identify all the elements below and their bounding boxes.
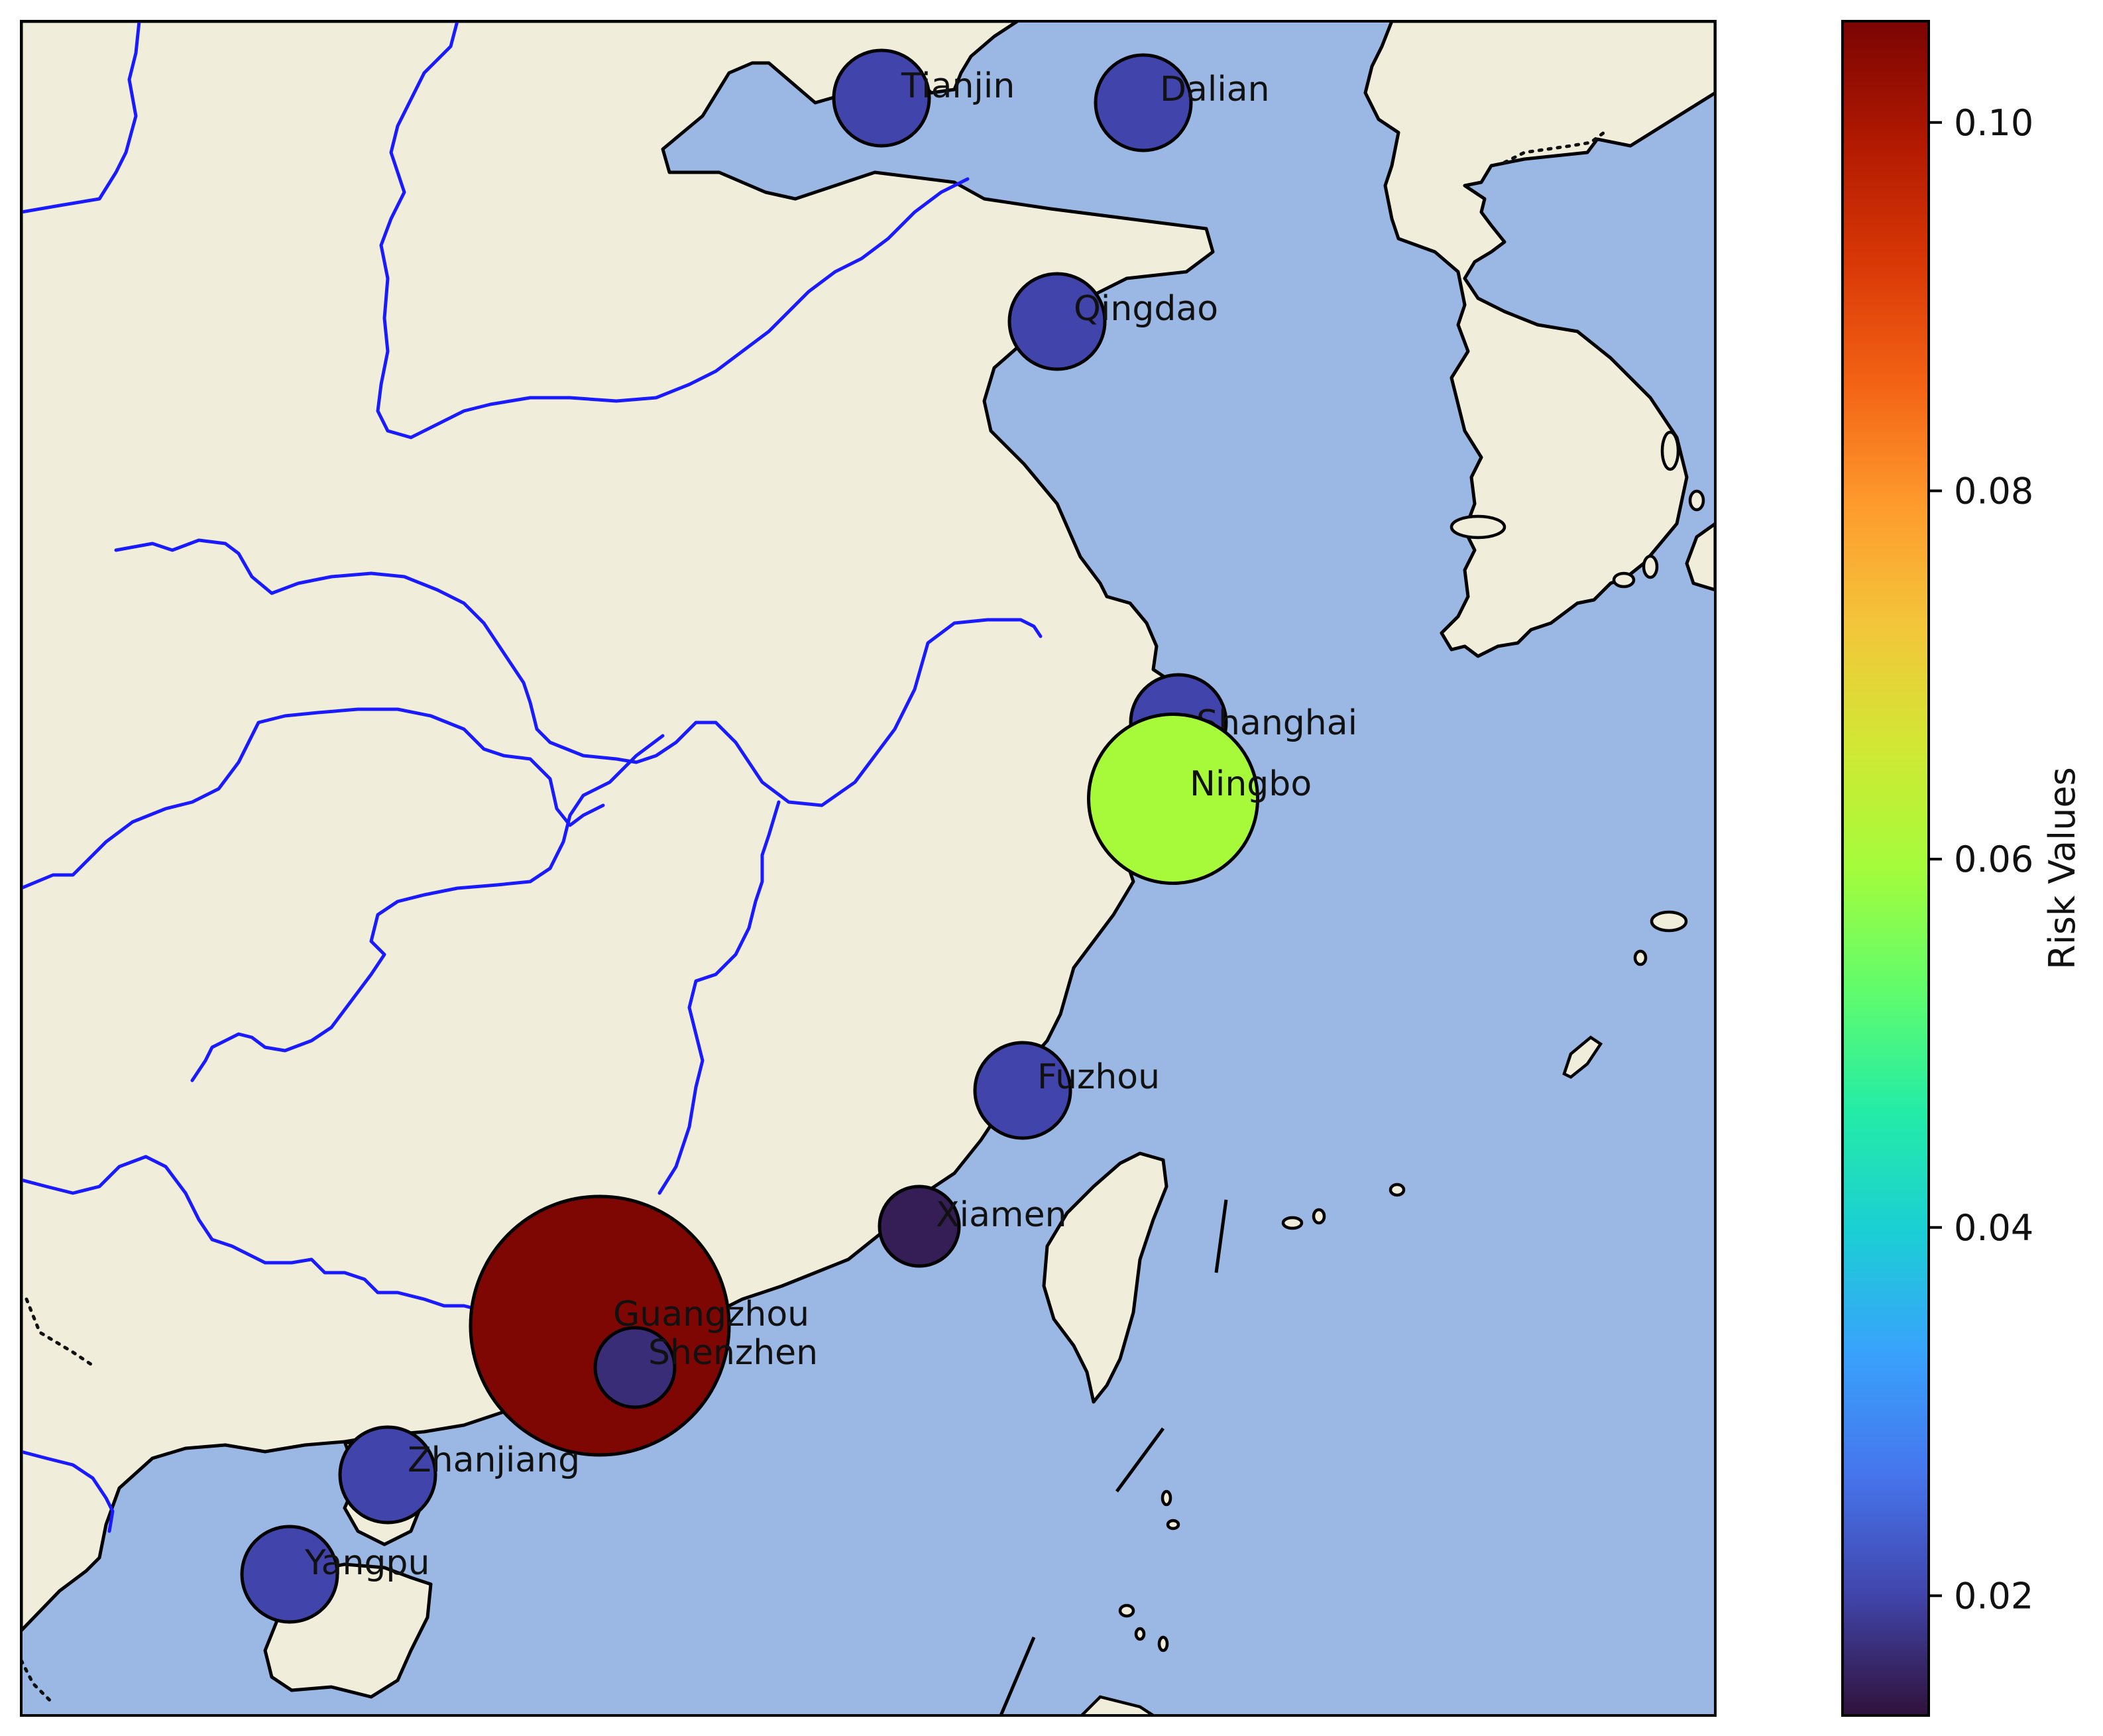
colorbar-ticks: 0.10 0.08 0.06 0.04 0.02 [1929, 102, 2033, 1617]
port-circle [1087, 713, 1259, 885]
port-marker-qingdao: Qingdao [1007, 272, 1218, 371]
port-circle [1007, 272, 1107, 371]
port-marker-tianjin: Tianjin [832, 48, 1015, 148]
port-circle [593, 1326, 677, 1409]
port-label: Yangpu [304, 1543, 429, 1583]
port-marker-fuzhou: Fuzhou [973, 1041, 1160, 1140]
port-label: Ningbo [1190, 764, 1312, 804]
port-label: Qingdao [1074, 289, 1218, 329]
island-chains [999, 1199, 1228, 1715]
port-circle [832, 48, 931, 148]
port-marker-zhanjiang: Zhanjiang [338, 1425, 580, 1525]
kyushu-island [1685, 522, 1715, 592]
port-marker-yangpu: Yangpu [240, 1525, 429, 1624]
port-label: Dalian [1160, 70, 1270, 109]
port-label: Xiamen [936, 1195, 1067, 1235]
colorbar-tick-label: 0.08 [1954, 470, 2033, 512]
port-marker-xiamen: Xiamen [878, 1185, 1067, 1268]
small-islands [1079, 430, 1705, 1715]
colorbar-tick-label: 0.02 [1954, 1575, 2033, 1617]
map-area: Tianjin DalianQingdaoShanghaiNingboFuzhou… [21, 21, 1715, 1715]
port-marker-dalian: Dalian [1094, 53, 1270, 152]
port-label: Shenzhen [648, 1333, 818, 1373]
colorbar-title: Risk Values [2041, 767, 2083, 970]
port-circle [240, 1525, 339, 1624]
colorbar-gradient [1841, 20, 1930, 1717]
port-circle [1094, 53, 1193, 152]
colorbar-tick-label: 0.10 [1954, 102, 2033, 144]
international-borders [21, 131, 1606, 1706]
ports-layer: Tianjin DalianQingdaoShanghaiNingboFuzhou… [240, 48, 1357, 1624]
port-marker-shenzhen: Shenzhen [593, 1326, 818, 1409]
map-frame [20, 20, 1717, 1717]
port-label: Fuzhou [1037, 1057, 1160, 1097]
port-label: Zhanjiang [408, 1440, 580, 1480]
port-circle [338, 1425, 437, 1525]
port-circle [973, 1041, 1072, 1140]
taiwan-island [1042, 1151, 1168, 1404]
colorbar: 0.10 0.08 0.06 0.04 0.02 Risk Values [1841, 20, 2083, 1717]
port-marker-ningbo: Ningbo [1087, 713, 1312, 885]
colorbar-tick-label: 0.04 [1954, 1207, 2033, 1249]
port-label: Tianjin [901, 66, 1015, 106]
port-circle [878, 1185, 961, 1268]
korean-peninsula [1363, 21, 1715, 658]
colorbar-tick-label: 0.06 [1954, 839, 2033, 880]
